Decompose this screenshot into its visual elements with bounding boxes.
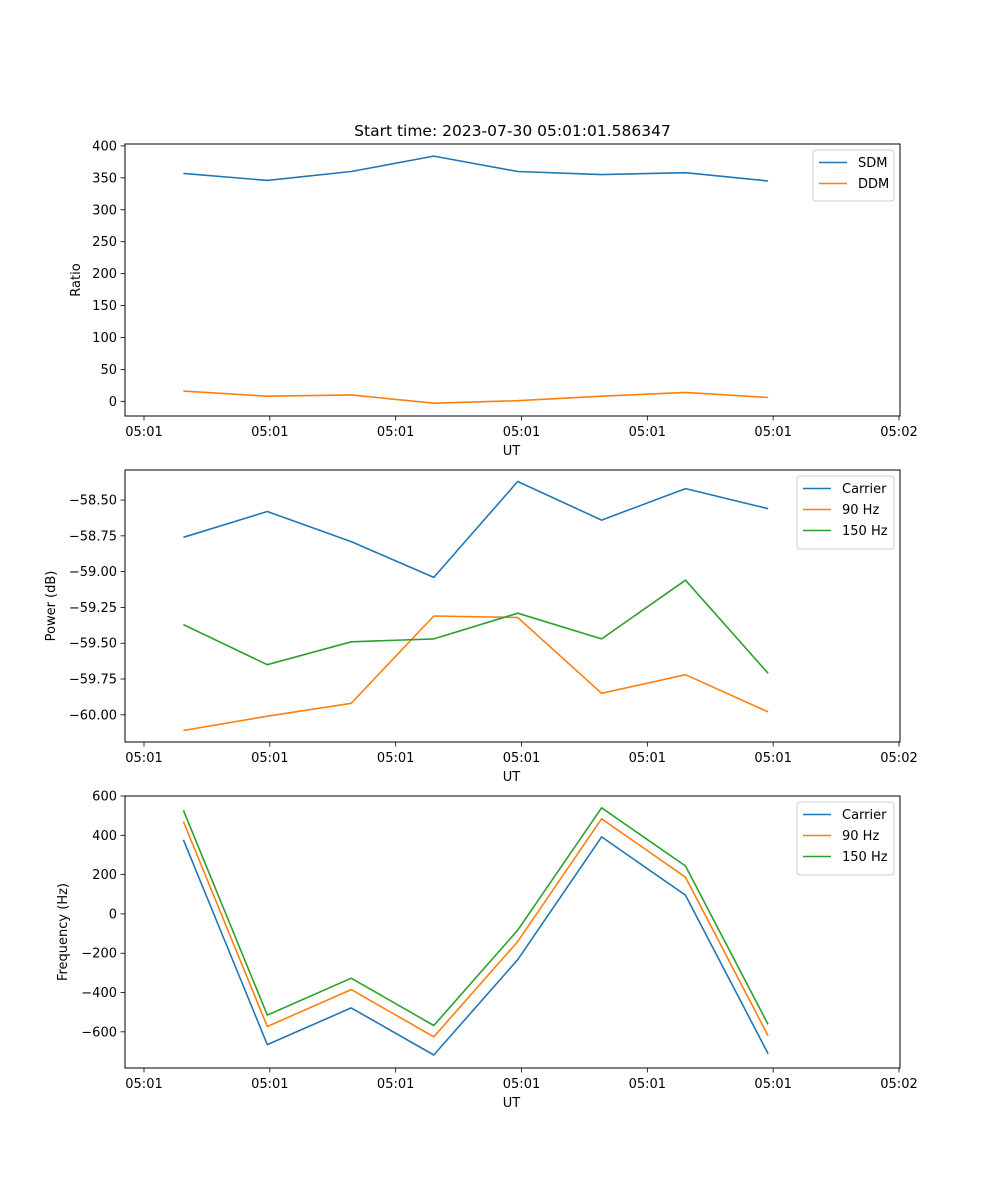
y-tick-label: −59.25 (69, 601, 117, 616)
x-tick-label: 05:01 (503, 425, 540, 440)
y-tick-label: 400 (92, 139, 117, 154)
y-tick-label: −400 (81, 986, 117, 1001)
x-tick-label: 05:01 (377, 751, 414, 766)
series-line-ddm (183, 390, 769, 405)
legend: Carrier 90 Hz 150 Hz (796, 801, 895, 876)
y-tick-label: −59.50 (69, 637, 117, 652)
series-line-90-hz (183, 615, 769, 732)
x-tick-label: 05:01 (251, 1077, 288, 1092)
x-axis-label: UT (503, 770, 521, 785)
chart-title: Start time: 2023-07-30 05:01:01.586347 (354, 122, 671, 140)
x-tick-label: 05:01 (754, 751, 791, 766)
y-tick-label: 200 (92, 267, 117, 282)
y-axis-label: Frequency (Hz) (56, 883, 71, 981)
y-tick-label: −59.75 (69, 673, 117, 688)
series-line-90-hz (182, 817, 769, 1038)
x-tick-label: 05:01 (125, 751, 162, 766)
y-tick-label: 50 (100, 363, 117, 378)
legend-label: SDM (858, 156, 887, 171)
x-tick-label: 05:01 (754, 425, 791, 440)
series-line-carrier (183, 480, 769, 579)
y-tick-label: 0 (109, 395, 117, 410)
y-axis-label: Ratio (69, 263, 84, 296)
y-tick-label: −58.75 (69, 529, 117, 544)
axes-frame (124, 795, 901, 1069)
x-tick-label: 05:01 (377, 1077, 414, 1092)
y-tick-label: −59.00 (69, 565, 117, 580)
y-tick-label: 350 (92, 171, 117, 186)
x-tick-label: 05:01 (125, 1077, 162, 1092)
x-axis-label: UT (503, 1096, 521, 1111)
x-tick-label: 05:01 (629, 1077, 666, 1092)
series-line-sdm (183, 155, 769, 182)
x-axis-label: UT (503, 444, 521, 459)
axes-frame (124, 143, 901, 417)
panel-1: Start time: 2023-07-30 05:01:01.58634705… (69, 122, 918, 459)
series-line-150-hz (182, 806, 769, 1027)
y-tick-label: 400 (92, 829, 117, 844)
y-axis-label: Power (dB) (44, 571, 59, 642)
y-tick-label: −58.50 (69, 494, 117, 509)
x-tick-label: 05:01 (125, 425, 162, 440)
y-tick-label: 150 (92, 299, 117, 314)
x-tick-label: 05:01 (754, 1077, 791, 1092)
x-tick-label: 05:01 (629, 751, 666, 766)
axes-frame (124, 469, 901, 743)
x-tick-label: 05:02 (880, 425, 917, 440)
legend-label: Carrier (842, 808, 887, 823)
y-tick-label: 0 (109, 907, 117, 922)
y-tick-label: 100 (92, 331, 117, 346)
legend-label: Carrier (842, 482, 887, 497)
panel-3: 05:01 05:01 05:01 05:01 05:01 05:01 05:02 UT −60… (56, 790, 918, 1112)
y-tick-label: 300 (92, 203, 117, 218)
legend-label: 150 Hz (842, 524, 888, 539)
series-line-150-hz (183, 579, 769, 674)
series-line-carrier (182, 836, 769, 1056)
legend-label: 150 Hz (842, 850, 888, 865)
x-tick-label: 05:01 (251, 425, 288, 440)
legend-label: 90 Hz (842, 503, 879, 518)
x-tick-label: 05:01 (251, 751, 288, 766)
x-tick-label: 05:01 (377, 425, 414, 440)
y-tick-label: −600 (81, 1025, 117, 1040)
legend-label: DDM (858, 177, 889, 192)
x-tick-label: 05:02 (880, 751, 917, 766)
y-tick-label: 600 (92, 790, 117, 805)
y-tick-label: −200 (81, 947, 117, 962)
panel-2: 05:01 05:01 05:01 05:01 05:01 05:01 05:02 UT −60… (44, 469, 918, 785)
x-tick-label: 05:01 (503, 751, 540, 766)
legend: SDM DDM (812, 149, 895, 202)
x-tick-label: 05:01 (629, 425, 666, 440)
legend-label: 90 Hz (842, 829, 879, 844)
x-tick-label: 05:01 (503, 1077, 540, 1092)
y-tick-label: 200 (92, 868, 117, 883)
y-tick-label: 250 (92, 235, 117, 250)
x-tick-label: 05:02 (880, 1077, 917, 1092)
legend: Carrier 90 Hz 150 Hz (796, 475, 895, 550)
y-tick-label: −60.00 (69, 708, 117, 723)
